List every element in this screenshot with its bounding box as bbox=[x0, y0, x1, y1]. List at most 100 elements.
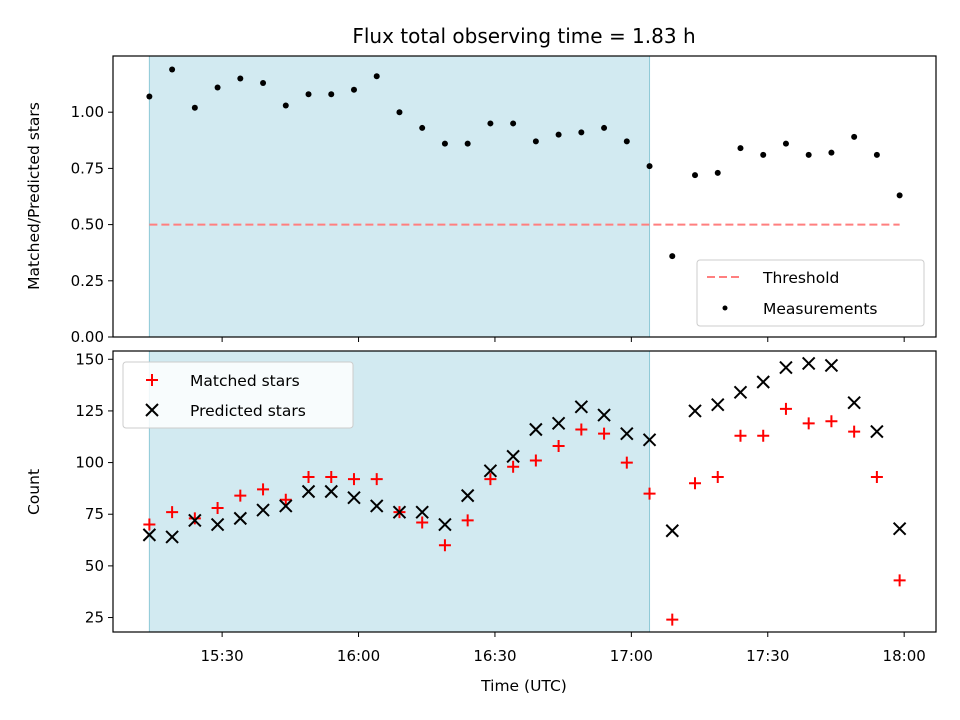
matched-star-point bbox=[689, 477, 702, 490]
predicted-star-point bbox=[779, 360, 793, 375]
matched-star-point bbox=[279, 493, 292, 506]
bottom-y-axis-label: Count bbox=[25, 469, 43, 515]
predicted-star-point bbox=[142, 528, 157, 542]
predicted-star-point bbox=[551, 416, 566, 431]
matched-star-point bbox=[302, 471, 315, 484]
top-y-axis-label: Matched/Predicted stars bbox=[25, 102, 43, 290]
measurement-point bbox=[646, 163, 653, 170]
x-axis-label: Time (UTC) bbox=[480, 677, 567, 695]
measurement-point bbox=[419, 124, 426, 131]
measurement-point bbox=[896, 192, 903, 199]
measurement-point bbox=[692, 172, 699, 179]
measurement-point bbox=[169, 66, 176, 73]
matched-star-point bbox=[893, 574, 906, 587]
matched-star-point bbox=[416, 516, 429, 529]
predicted-star-point bbox=[347, 490, 361, 505]
matched-star-point bbox=[757, 429, 770, 442]
measurement-point bbox=[464, 140, 471, 147]
chart-title: Flux total observing time = 1.83 h bbox=[352, 24, 695, 48]
measurement-point bbox=[873, 151, 880, 158]
measurement-point bbox=[260, 79, 267, 86]
top-panel: Matched/Predicted stars 0.00 0.25 0.50 0.75… bbox=[25, 55, 937, 346]
measurement-point bbox=[328, 91, 335, 98]
x-tick-label: 17:00 bbox=[610, 647, 653, 665]
predicted-star-point bbox=[870, 424, 884, 439]
observing-interval-shade bbox=[148, 55, 651, 338]
y-tick-label: 50 bbox=[85, 557, 104, 575]
measurement-point bbox=[669, 253, 676, 260]
legend-predicted-label: Predicted stars bbox=[190, 402, 306, 420]
measurement-point bbox=[737, 145, 744, 152]
measurement-point bbox=[191, 104, 198, 111]
legend-measurements-swatch bbox=[722, 305, 728, 311]
predicted-star-point bbox=[301, 484, 316, 499]
matched-star-point bbox=[438, 539, 451, 552]
predicted-star-point bbox=[756, 375, 770, 389]
measurement-point bbox=[760, 151, 767, 158]
predicted-star-point bbox=[620, 426, 634, 441]
y-tick-label: 75 bbox=[85, 505, 104, 523]
matched-star-point bbox=[620, 456, 633, 469]
measurement-point bbox=[350, 86, 357, 93]
predicted-star-point bbox=[665, 524, 679, 538]
predicted-star-point bbox=[529, 422, 543, 437]
predicted-star-point bbox=[847, 395, 861, 410]
measurement-point bbox=[851, 133, 858, 140]
matched-star-point bbox=[325, 471, 338, 484]
legend-matched-label: Matched stars bbox=[190, 372, 300, 390]
measurement-point bbox=[146, 93, 153, 100]
matched-star-point bbox=[257, 483, 270, 496]
predicted-star-point bbox=[892, 521, 907, 536]
matched-star-point bbox=[211, 502, 224, 515]
predicted-star-point bbox=[711, 398, 725, 412]
predicted-star-point bbox=[324, 484, 338, 499]
measurement-point bbox=[601, 124, 608, 131]
matched-star-point bbox=[802, 417, 815, 430]
y-tick-label: 0.00 bbox=[71, 328, 104, 346]
legend-predicted-swatch bbox=[145, 403, 159, 417]
y-tick-label: 25 bbox=[85, 609, 104, 627]
predicted-star-point bbox=[506, 449, 520, 464]
axes-frame bbox=[112, 55, 937, 338]
matched-star-point bbox=[779, 402, 792, 415]
matched-star-point bbox=[575, 423, 588, 436]
measurement-point bbox=[623, 138, 630, 145]
matched-star-point bbox=[870, 471, 883, 484]
predicted-star-point bbox=[801, 356, 816, 371]
y-tick-label: 0.75 bbox=[71, 159, 104, 177]
x-tick-label: 18:00 bbox=[883, 647, 926, 665]
matched-star-point bbox=[825, 415, 838, 428]
matched-star-point bbox=[143, 518, 156, 531]
measurement-point bbox=[305, 91, 312, 98]
predicted-star-point bbox=[483, 464, 498, 478]
measurement-point bbox=[282, 102, 289, 109]
matched-star-point bbox=[484, 473, 497, 486]
x-tick-label: 16:30 bbox=[473, 647, 516, 665]
predicted-star-point bbox=[733, 385, 748, 400]
matched-star-point bbox=[848, 425, 861, 438]
y-tick-label: 1.00 bbox=[71, 103, 104, 121]
predicted-star-point bbox=[256, 503, 270, 517]
bottom-panel: Count 25 50 75 100 125 150 15:30 16:00 16:30 17:0… bbox=[25, 350, 937, 665]
matched-star-point bbox=[370, 473, 383, 486]
predicted-star-point bbox=[165, 530, 179, 544]
measurement-point bbox=[555, 131, 562, 138]
predicted-star-point bbox=[642, 433, 657, 447]
matched-star-point bbox=[529, 454, 542, 467]
matched-star-point bbox=[552, 440, 565, 453]
y-tick-label: 125 bbox=[75, 402, 104, 420]
matched-star-point bbox=[347, 473, 360, 486]
measurement-point bbox=[214, 84, 221, 91]
legend-box bbox=[696, 259, 925, 327]
y-tick-label: 0.25 bbox=[71, 272, 104, 290]
y-tick-label: 100 bbox=[75, 454, 104, 472]
predicted-star-point bbox=[597, 408, 611, 422]
legend: Threshold Measurements bbox=[696, 259, 925, 327]
predicted-star-point bbox=[460, 488, 475, 503]
matched-star-point bbox=[234, 489, 247, 502]
legend-threshold-label: Threshold bbox=[762, 269, 839, 287]
legend-measurements-label: Measurements bbox=[763, 300, 878, 318]
legend-matched-swatch bbox=[146, 374, 158, 386]
predicted-star-point bbox=[574, 400, 589, 414]
